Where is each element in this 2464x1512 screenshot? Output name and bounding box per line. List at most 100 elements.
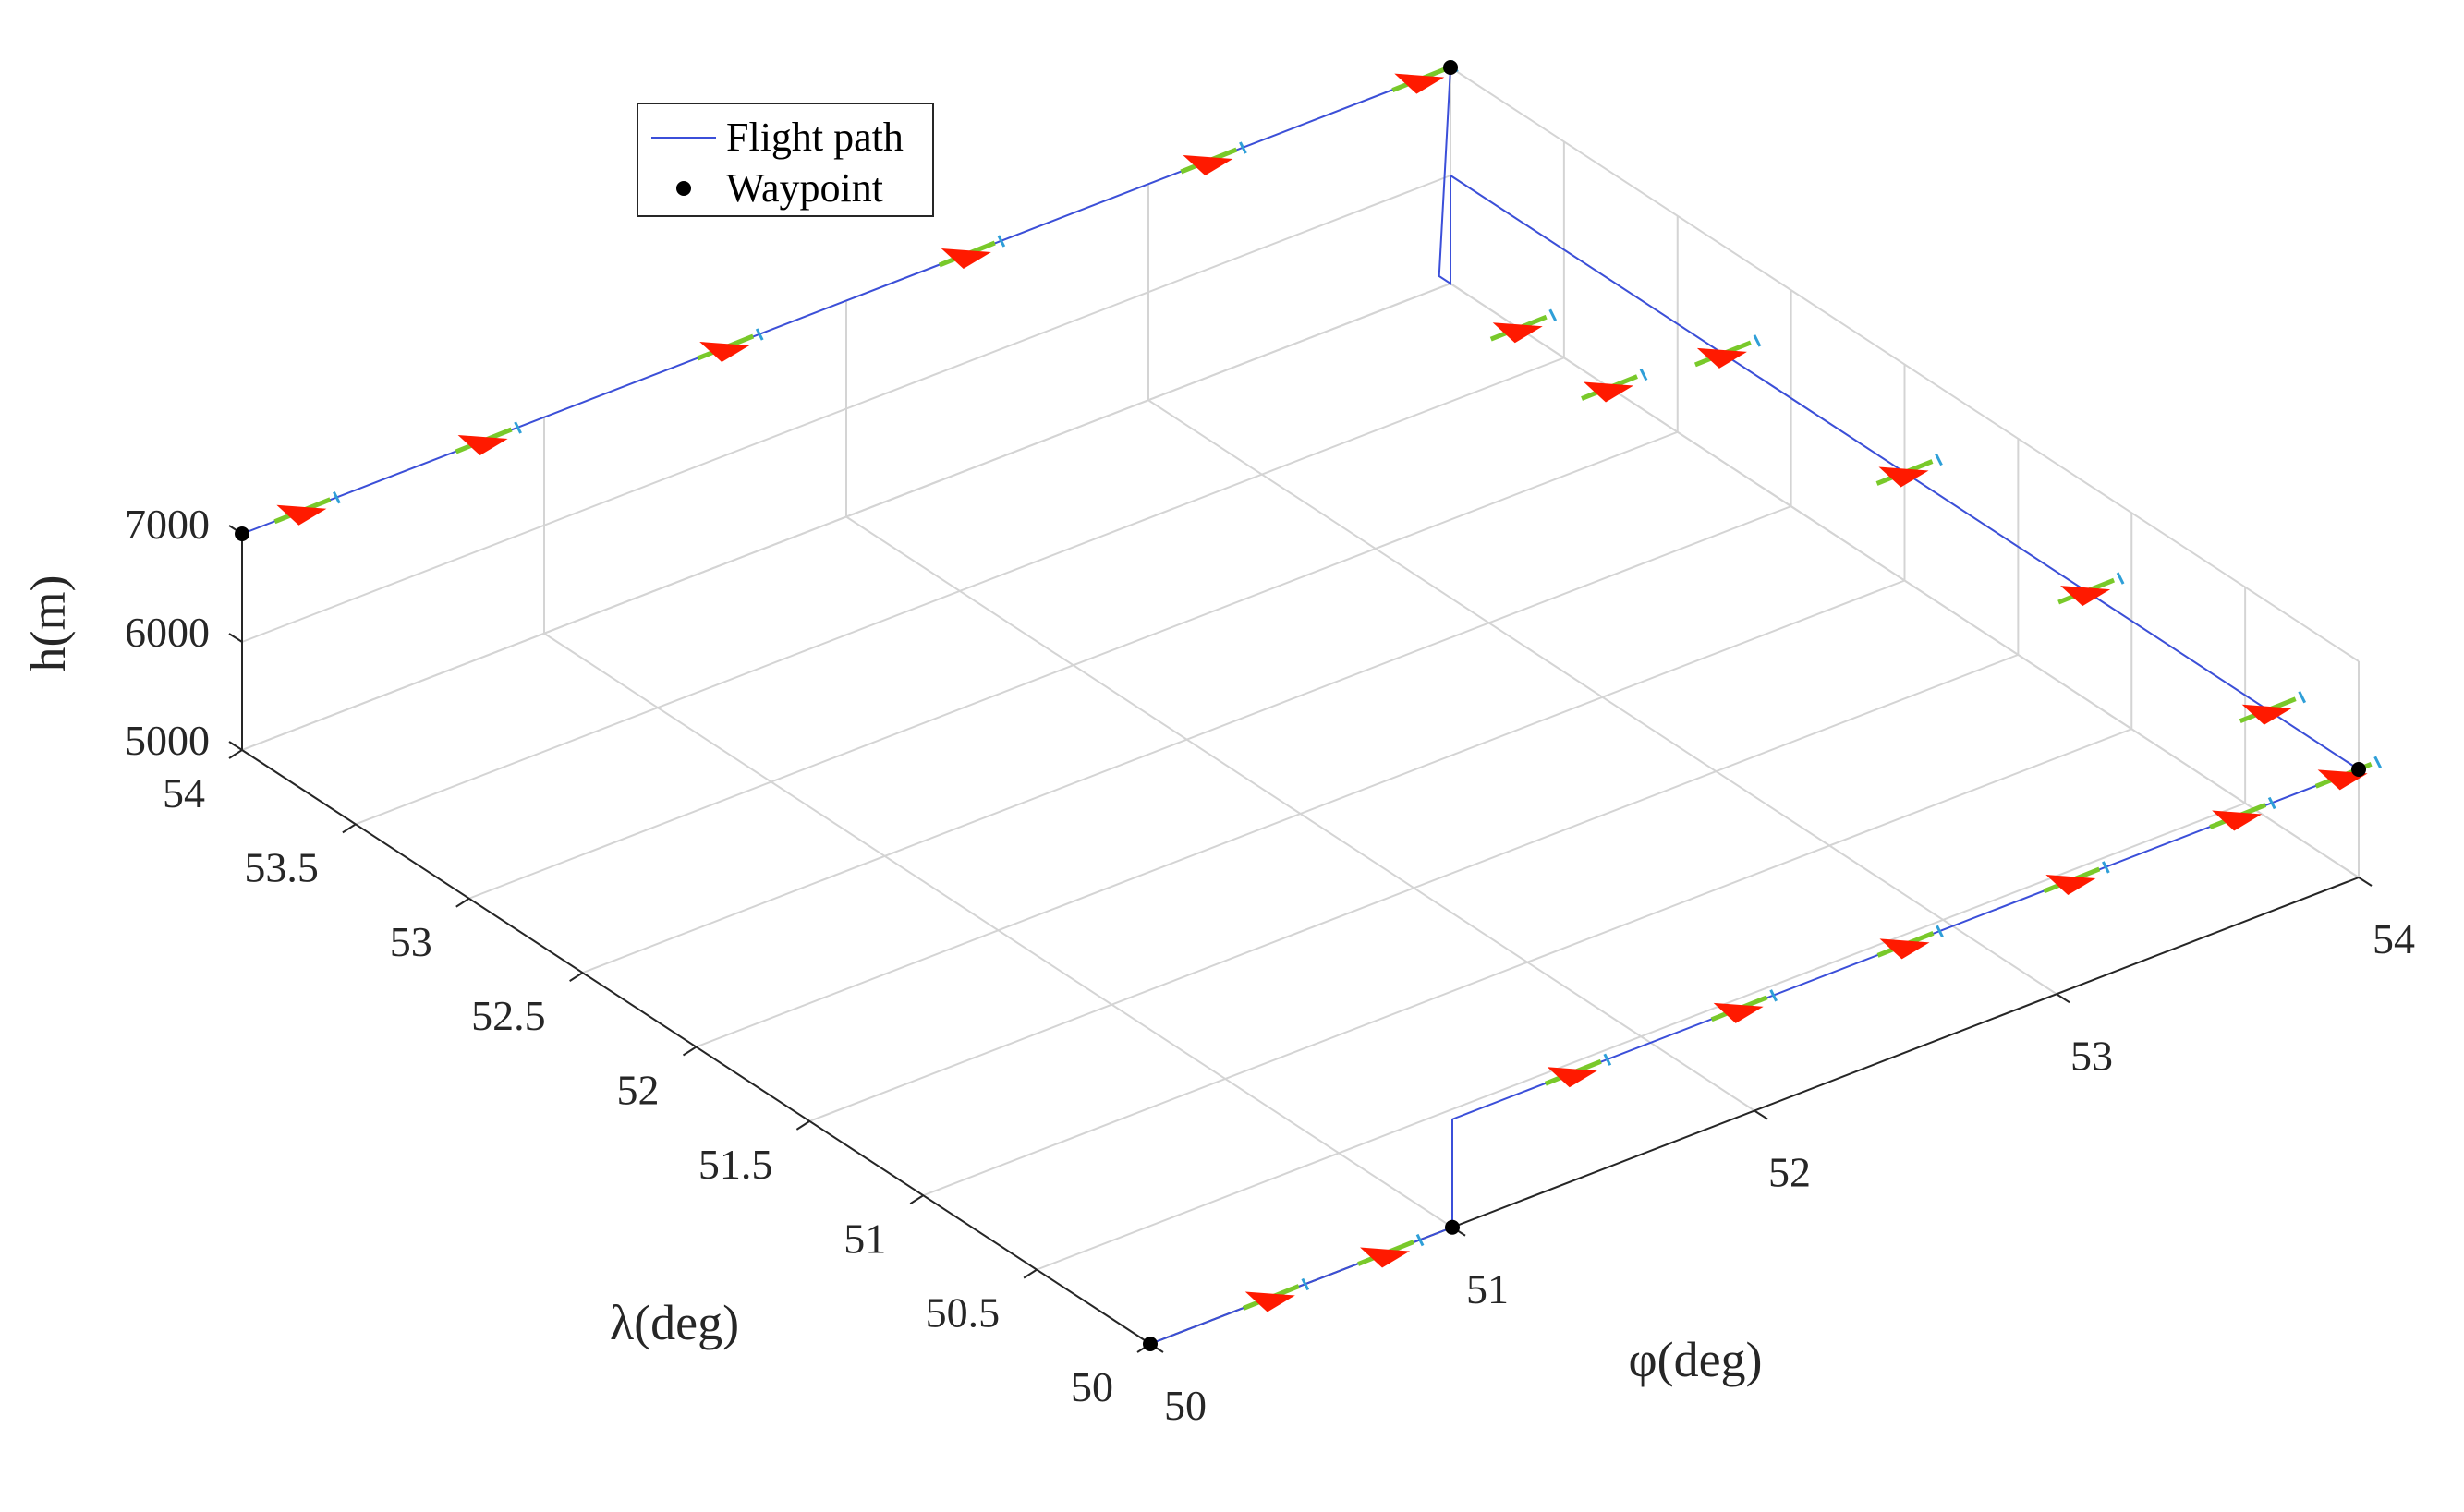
aircraft-wing [457,435,508,455]
aircraft-tail [1935,453,1943,466]
aircraft-marker [1875,453,1943,488]
z-tick-mark [228,741,243,751]
aircraft-marker [1710,989,1778,1023]
legend-entry-flight-path: Flight path [726,115,904,160]
aircraft-marker [2057,572,2125,607]
aircraft-marker [938,235,1006,269]
aircraft-marker [1180,141,1247,175]
aircraft-tail [2102,861,2110,874]
aircraft-marker [1489,308,1558,344]
waypoint-marker [1445,1219,1460,1235]
x-tick-mark [2358,877,2373,887]
grid-line-floor-y [809,653,2019,1122]
aircraft-tail [2298,691,2307,704]
y-tick-label: 54 [163,769,205,816]
y-tick-mark [569,972,584,982]
y-tick-label: 51.5 [698,1141,773,1188]
y-tick-mark [682,1046,698,1057]
aircraft-marker [1242,1277,1310,1312]
aircraft-wing [276,504,327,526]
aircraft-tail [1769,989,1778,1002]
aircraft-tail [1936,925,1944,938]
data-layer [235,59,2382,1351]
grid-line-backwall-z [241,283,1451,751]
aircraft-marker [2239,691,2307,725]
aircraft-tail [2116,572,2125,585]
legend-waypoint-swatch [676,181,691,196]
aircraft-tail [1415,1233,1425,1247]
y-tick-label: 53.5 [244,843,319,890]
aircraft-wing [1360,1247,1411,1268]
axis-labels: φ(deg) λ(deg) h(m) [20,575,1763,1387]
aircraft-marker [1693,334,1762,369]
x-tick-label: 51 [1466,1265,1509,1312]
legend-box [637,103,934,217]
grid-lines [241,67,2360,1345]
aircraft-wing [2060,586,2111,607]
aircraft-tail [997,235,1006,248]
aircraft-tail [755,328,764,341]
grid-line-rightwall-z [1450,67,2360,662]
x-axis-label: φ(deg) [1628,1332,1762,1387]
grid-line-floor-y [1036,802,2246,1271]
y-tick-label: 50 [1071,1363,1113,1410]
aircraft-tail [2373,756,2382,768]
aircraft-tail [1639,368,1648,381]
grid-line-floor-y [582,505,1791,974]
aircraft-marker [2043,861,2110,895]
aircraft-wing [1183,155,1233,175]
grid-line-rightwall-z [1450,283,2360,878]
aircraft-wing [1492,322,1543,344]
aircraft-marker [1581,368,1648,403]
aircraft-wing [1879,938,1930,960]
aircraft-wing [1878,466,1929,488]
aircraft-wing [1584,381,1634,403]
waypoint-marker [1443,60,1458,75]
waypoint-marker [1143,1337,1158,1351]
aircraft-marker [1357,1233,1425,1268]
aircraft-wing [941,248,991,269]
legend-entry-waypoint: Waypoint [726,165,883,211]
aircraft-marker [455,421,522,455]
aircraft-wing [1696,347,1747,369]
waypoint-marker [2351,762,2366,777]
aircraft-marker [1544,1053,1612,1088]
axes: 50 51 52 53 54 50 50.5 51 51.5 52 52.5 53 53.5 54 5000… [125,501,2415,1429]
x-tick-mark [2056,993,2070,1004]
legend: Flight path Waypoint [637,103,934,217]
grid-line-backwall-z [241,175,1451,643]
waypoint-marker [235,526,249,541]
y-tick-label: 52 [617,1067,660,1114]
y-tick-mark [228,749,243,759]
aircraft-marker [697,328,764,362]
z-tick-mark [228,633,243,643]
aircraft-tail [1753,334,1762,347]
aircraft-wing [1244,1291,1295,1312]
grid-line-floor-y [922,728,2132,1197]
y-tick-label: 50.5 [926,1289,1001,1337]
grid-line-floor-y [355,357,1565,826]
grid-line-floor-y [696,579,1905,1048]
aircraft-marker [1876,925,1944,960]
aircraft-wing [2212,810,2263,831]
y-tick-label: 51 [844,1215,886,1262]
aircraft-tail [1239,141,1247,154]
x-tick-label: 53 [2070,1032,2113,1079]
z-tick-label: 7000 [125,501,210,548]
aircraft-wing [2045,874,2096,895]
z-axis-label: h(m) [20,575,76,672]
y-axis-label: λ(deg) [610,1295,739,1350]
flight-path-line [241,66,2361,1345]
aircraft-tail [1301,1277,1310,1291]
y-tick-mark [455,897,470,908]
z-tick-label: 6000 [125,609,210,656]
y-tick-mark [795,1120,810,1131]
aircraft-wing [1394,73,1445,94]
x-tick-label: 52 [1768,1149,1811,1196]
x-tick-label: 54 [2373,915,2415,962]
x-tick-label: 50 [1164,1382,1207,1429]
aircraft-tail [514,421,522,434]
aircraft-tail [2267,796,2276,810]
x-tick-mark [1754,1109,1768,1120]
